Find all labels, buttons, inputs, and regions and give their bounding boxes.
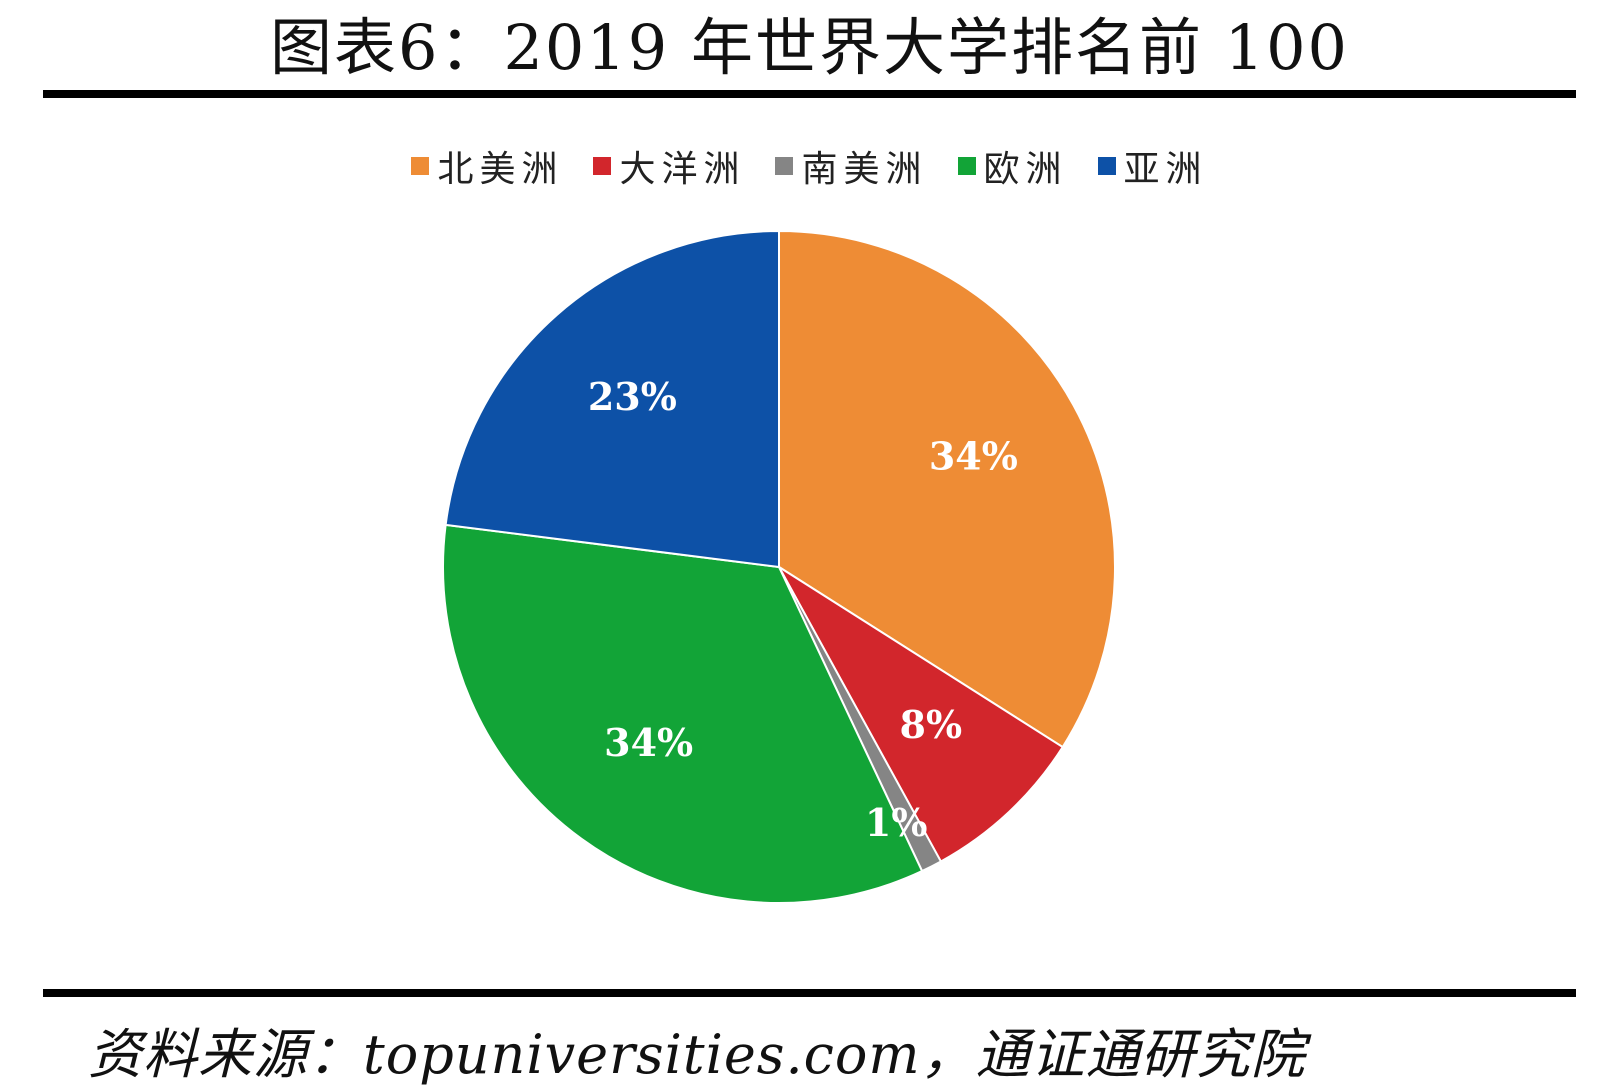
- legend-item: 欧洲: [957, 140, 1068, 192]
- legend-swatch: [593, 157, 612, 175]
- slice-value-label: 1%: [865, 800, 928, 845]
- slice-value-label: 34%: [929, 434, 1018, 479]
- legend-label: 大洋洲: [619, 149, 746, 190]
- source-note: 资料来源：topuniversities.com，通证通研究院: [88, 1023, 1306, 1086]
- chart-title: 图表6：2019 年世界大学排名前 100: [270, 11, 1349, 84]
- legend-label: 南美洲: [801, 149, 928, 190]
- title-divider: [43, 90, 1576, 98]
- legend-swatch: [775, 157, 794, 175]
- legend-swatch: [957, 157, 976, 175]
- legend-item: 亚洲: [1097, 140, 1208, 192]
- pie-slice: [442, 523, 924, 904]
- slice-value-label: 34%: [604, 720, 693, 765]
- legend-label: 北美洲: [437, 149, 564, 190]
- legend-label: 欧洲: [983, 149, 1068, 190]
- pie-slice: [778, 229, 1116, 749]
- chart-legend: 北美洲 大洋洲 南美洲 欧洲 亚洲: [0, 140, 1619, 192]
- slice-value-label: 8%: [900, 702, 963, 747]
- legend-label: 亚洲: [1123, 149, 1208, 190]
- source-divider: [43, 989, 1576, 997]
- legend-item: 南美洲: [775, 140, 927, 192]
- legend-item: 北美洲: [411, 140, 563, 192]
- pie-slice: [778, 566, 1065, 863]
- slice-value-label: 23%: [588, 374, 677, 419]
- pie-slice: [444, 229, 780, 569]
- legend-item: 大洋洲: [593, 140, 745, 192]
- legend-swatch: [1097, 157, 1116, 175]
- legend-swatch: [411, 157, 430, 175]
